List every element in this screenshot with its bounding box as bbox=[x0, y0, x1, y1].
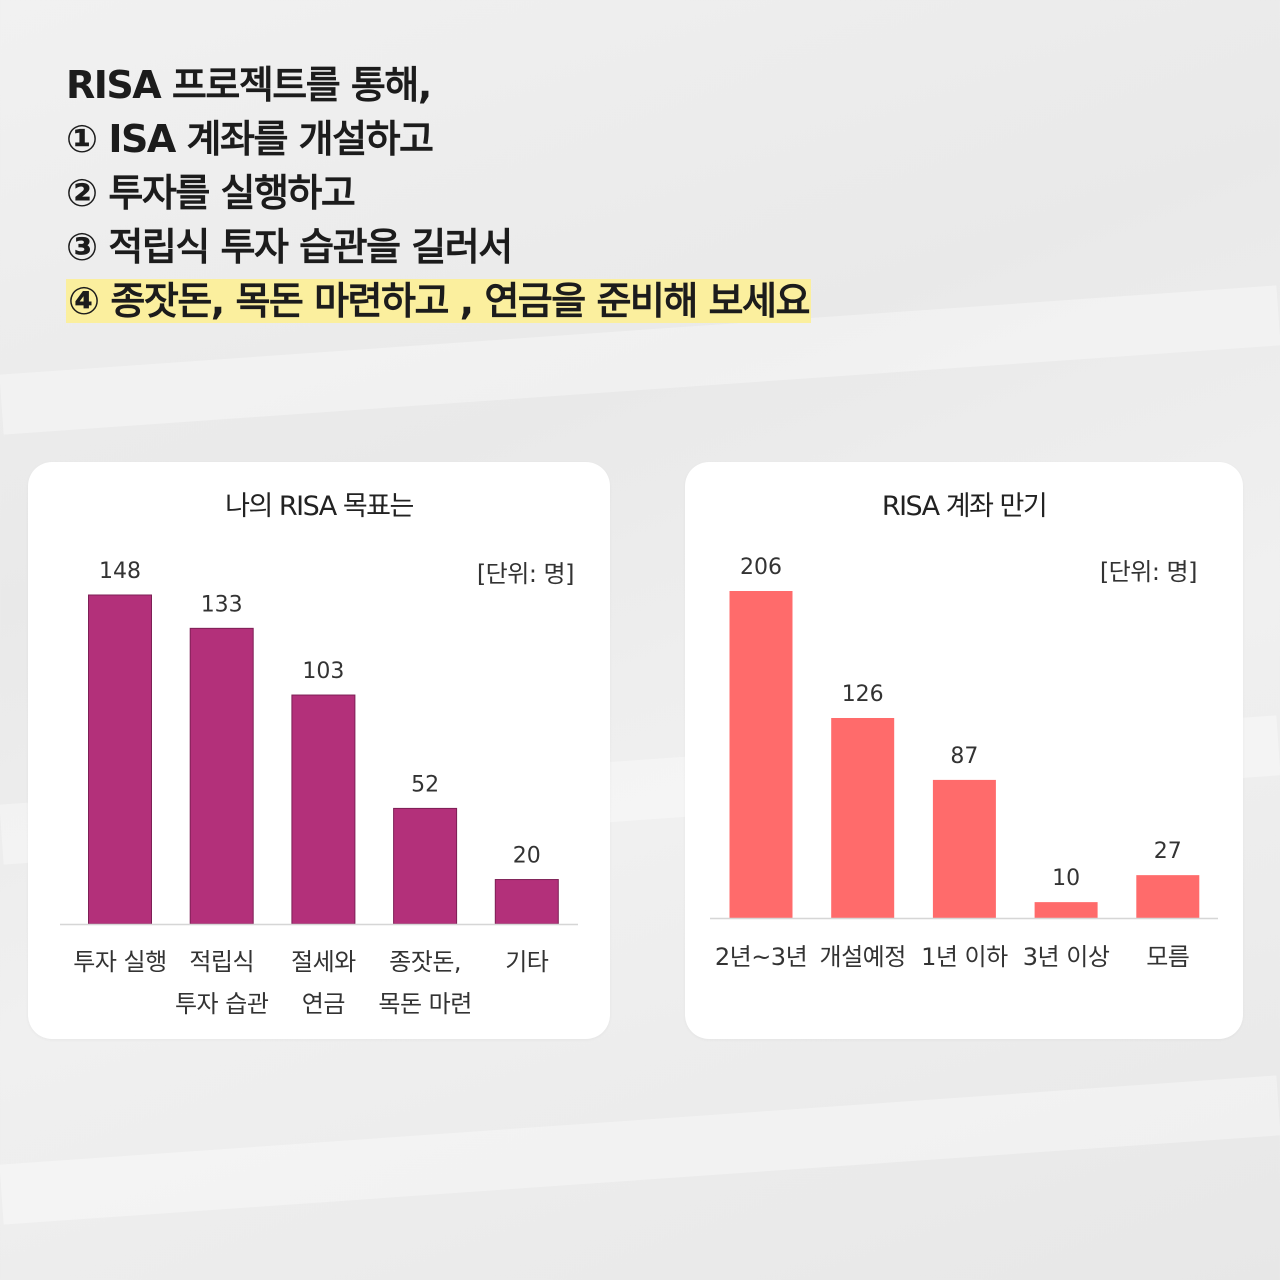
category-label-line: 투자 습관 bbox=[174, 990, 269, 1018]
goal-chart-card: 나의 RISA 목표는 [단위: 명] 148 133 103 52 20 투자 실행 적립… bbox=[28, 462, 610, 1039]
data-label: 148 bbox=[99, 559, 141, 584]
bar bbox=[494, 879, 559, 925]
category-label: 개설예정 bbox=[803, 936, 923, 978]
data-label: 10 bbox=[1052, 866, 1080, 891]
bar bbox=[88, 594, 152, 925]
category-label-line: 목돈 마련 bbox=[378, 990, 472, 1018]
headline-line-2: ① ISA 계좌를 개설하고 bbox=[66, 117, 434, 161]
unit-label: [단위: 명] bbox=[1099, 558, 1198, 586]
bar bbox=[729, 591, 793, 918]
bar bbox=[189, 627, 254, 925]
bar bbox=[1034, 902, 1098, 918]
data-label: 20 bbox=[513, 844, 541, 869]
headline-line-4: ③ 적립식 투자 습관을 길러서 bbox=[66, 225, 513, 269]
data-label: 126 bbox=[842, 682, 884, 707]
maturity-chart-card: RISA 계좌 만기 [단위: 명] 206 126 87 10 27 2년~3년 개설예정… bbox=[685, 462, 1243, 1039]
background-streak bbox=[0, 1075, 1280, 1225]
category-label: 기타 bbox=[467, 941, 587, 983]
category-label-line: 2년~3년 bbox=[714, 943, 808, 971]
bar bbox=[932, 779, 996, 918]
chart-title: 나의 RISA 목표는 bbox=[225, 491, 414, 522]
category-label: 3년 이상 bbox=[1006, 936, 1126, 978]
category-label: 투자 실행 bbox=[60, 941, 180, 983]
category-label-line: 모름 bbox=[1146, 943, 1190, 971]
chart-title: RISA 계좌 만기 bbox=[881, 491, 1048, 522]
category-label-line: 연금 bbox=[301, 990, 346, 1018]
category-label-line: 기타 bbox=[505, 948, 549, 976]
category-label: 1년 이하 bbox=[904, 936, 1024, 978]
chart-plot: 148 133 103 52 20 bbox=[60, 559, 578, 926]
category-label-line: 절세와 bbox=[291, 948, 356, 976]
data-label: 133 bbox=[201, 592, 243, 617]
data-label: 206 bbox=[740, 555, 782, 580]
bar bbox=[831, 717, 895, 918]
data-label: 27 bbox=[1154, 839, 1182, 864]
category-label: 2년~3년 bbox=[701, 936, 821, 978]
data-label: 52 bbox=[411, 772, 439, 797]
category-label-line: 종잣돈, bbox=[389, 948, 462, 976]
category-label-line: 3년 이상 bbox=[1022, 943, 1110, 971]
category-label: 종잣돈, 목돈 마련 bbox=[365, 941, 485, 1025]
category-label-line: 1년 이하 bbox=[921, 943, 1008, 971]
category-label-line: 적립식 bbox=[189, 948, 255, 976]
headline: RISA 프로젝트를 통해, ① ISA 계좌를 개설하고 ② 투자를 실행하고… bbox=[66, 58, 811, 328]
data-label: 87 bbox=[950, 744, 978, 769]
headline-line-3: ② 투자를 실행하고 bbox=[66, 171, 356, 215]
unit-label: [단위: 명] bbox=[476, 560, 575, 588]
category-label-line: 개설예정 bbox=[819, 943, 907, 971]
bar bbox=[393, 807, 458, 925]
category-label: 모름 bbox=[1108, 936, 1228, 978]
chart-plot: 206 126 87 10 27 bbox=[710, 555, 1218, 920]
headline-highlight: ④ 종잣돈, 목돈 마련하고 , 연금을 준비해 보세요 bbox=[66, 279, 811, 323]
headline-line-1: RISA 프로젝트를 통해, bbox=[66, 63, 432, 107]
bar bbox=[291, 694, 356, 925]
headline-line-5: ④ 종잣돈, 목돈 마련하고 , 연금을 준비해 보세요 bbox=[66, 274, 811, 328]
bar bbox=[1136, 875, 1200, 918]
data-label: 103 bbox=[302, 659, 344, 684]
category-label-line: 투자 실행 bbox=[73, 948, 167, 976]
